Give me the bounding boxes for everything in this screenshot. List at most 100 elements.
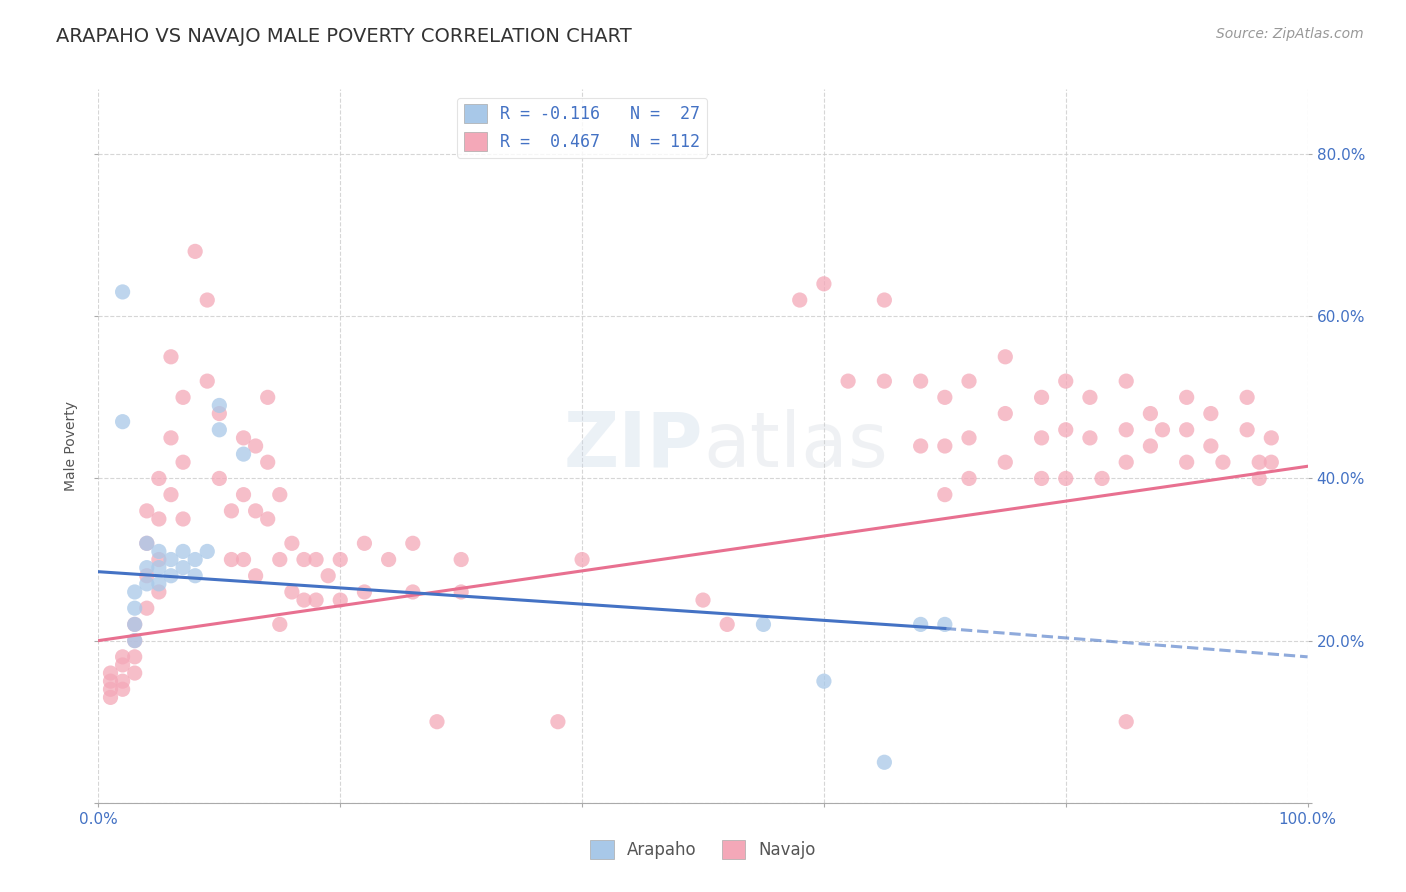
Point <box>934 617 956 632</box>
Point <box>195 374 218 388</box>
Point <box>221 504 243 518</box>
Point <box>910 374 932 388</box>
Point <box>100 674 122 689</box>
Legend: Arapaho, Navajo: Arapaho, Navajo <box>583 833 823 866</box>
Point <box>111 682 134 697</box>
Point <box>160 350 183 364</box>
Point <box>316 568 339 582</box>
Point <box>994 455 1017 469</box>
Point <box>245 568 267 582</box>
Point <box>873 293 896 307</box>
Point <box>256 455 278 469</box>
Point <box>1260 431 1282 445</box>
Point <box>1031 431 1053 445</box>
Point <box>135 577 157 591</box>
Point <box>1115 455 1137 469</box>
Point <box>111 415 134 429</box>
Point <box>148 471 170 485</box>
Point <box>1175 423 1198 437</box>
Point <box>377 552 399 566</box>
Point <box>305 593 328 607</box>
Point <box>172 455 194 469</box>
Point <box>353 585 375 599</box>
Point <box>281 536 304 550</box>
Point <box>124 666 146 681</box>
Point <box>450 552 472 566</box>
Point <box>813 277 835 291</box>
Point <box>292 593 315 607</box>
Point <box>873 374 896 388</box>
Point <box>934 439 956 453</box>
Point <box>269 552 291 566</box>
Point <box>910 617 932 632</box>
Point <box>1054 423 1077 437</box>
Point <box>111 649 134 664</box>
Point <box>716 617 738 632</box>
Point <box>692 593 714 607</box>
Point <box>813 674 835 689</box>
Point <box>1031 471 1053 485</box>
Point <box>245 439 267 453</box>
Point <box>184 552 207 566</box>
Point <box>172 390 194 404</box>
Point <box>547 714 569 729</box>
Point <box>934 488 956 502</box>
Point <box>269 488 291 502</box>
Point <box>148 552 170 566</box>
Point <box>353 536 375 550</box>
Point <box>111 285 134 299</box>
Point <box>148 512 170 526</box>
Point <box>292 552 315 566</box>
Point <box>256 512 278 526</box>
Point <box>873 756 896 770</box>
Point <box>232 488 254 502</box>
Point <box>135 504 157 518</box>
Point <box>124 601 146 615</box>
Point <box>124 649 146 664</box>
Point <box>329 593 352 607</box>
Point <box>232 431 254 445</box>
Text: atlas: atlas <box>703 409 887 483</box>
Point <box>994 350 1017 364</box>
Point <box>111 674 134 689</box>
Point <box>1054 374 1077 388</box>
Point <box>1078 431 1101 445</box>
Point <box>402 585 425 599</box>
Point <box>402 536 425 550</box>
Point <box>837 374 859 388</box>
Point <box>172 560 194 574</box>
Point <box>221 552 243 566</box>
Point <box>1175 390 1198 404</box>
Point <box>957 374 980 388</box>
Point <box>1115 714 1137 729</box>
Point <box>1152 423 1174 437</box>
Point <box>256 390 278 404</box>
Point <box>148 577 170 591</box>
Point <box>789 293 811 307</box>
Point <box>1175 455 1198 469</box>
Point <box>1199 407 1222 421</box>
Point <box>245 504 267 518</box>
Point <box>426 714 449 729</box>
Point <box>232 447 254 461</box>
Point <box>100 682 122 697</box>
Point <box>208 423 231 437</box>
Point <box>135 568 157 582</box>
Point <box>1115 374 1137 388</box>
Point <box>172 512 194 526</box>
Point <box>1054 471 1077 485</box>
Point <box>329 552 352 566</box>
Point <box>160 431 183 445</box>
Point <box>1115 423 1137 437</box>
Point <box>1249 471 1271 485</box>
Point <box>160 552 183 566</box>
Point <box>1139 407 1161 421</box>
Point <box>208 471 231 485</box>
Point <box>957 471 980 485</box>
Point <box>124 617 146 632</box>
Y-axis label: Male Poverty: Male Poverty <box>65 401 79 491</box>
Point <box>1091 471 1114 485</box>
Point <box>172 544 194 558</box>
Point <box>135 536 157 550</box>
Point <box>124 617 146 632</box>
